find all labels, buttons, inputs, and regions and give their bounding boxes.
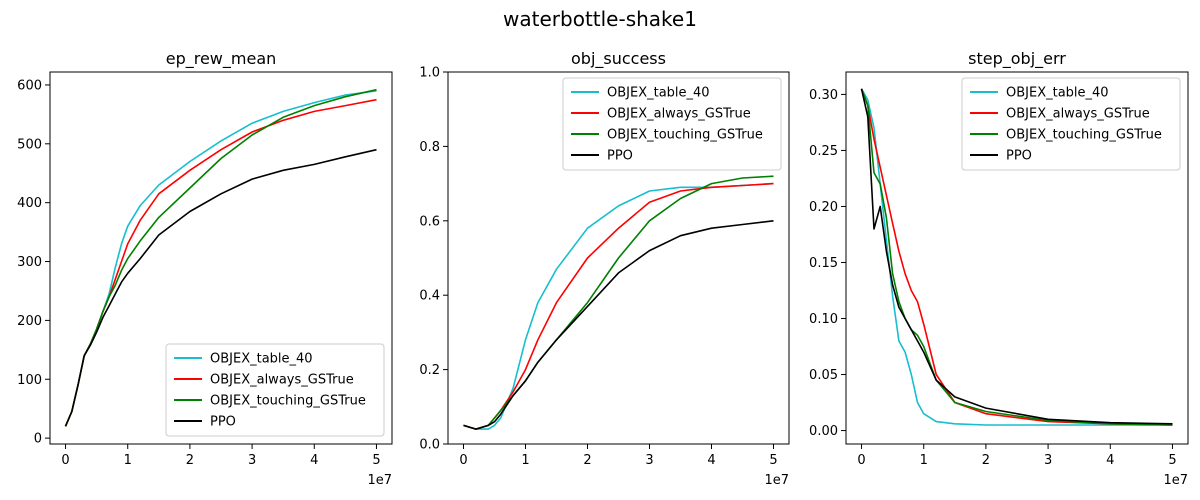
x-tick-label: 5 (1168, 453, 1176, 468)
x-tick-label: 0 (459, 453, 467, 468)
y-tick-label: 0 (34, 432, 42, 447)
x-tick-label: 5 (769, 453, 777, 468)
figure-title: waterbottle-shake1 (503, 7, 697, 31)
legend-label: OBJEX_touching_GSTrue (210, 394, 366, 409)
y-tick-label: 300 (17, 255, 42, 270)
x-offset-label: 1e7 (1163, 473, 1188, 488)
y-tick-label: 0.0 (419, 438, 440, 453)
series-line-PPO (463, 220, 774, 430)
legend: OBJEX_table_40 OBJEX_always_GSTrue OBJEX_t… (562, 77, 782, 171)
y-tick-label: 0.00 (809, 424, 838, 439)
x-tick-label: 3 (1044, 453, 1052, 468)
x-tick-label: 5 (372, 453, 380, 468)
legend-label: PPO (1006, 149, 1032, 164)
y-tick-label: 0.25 (809, 144, 838, 159)
chart-title: step_obj_err (968, 49, 1066, 69)
y-tick-label: 0.30 (809, 88, 838, 103)
series-line-OBJEX_always_GSTrue (860, 88, 1173, 426)
legend-label: OBJEX_always_GSTrue (1006, 107, 1150, 122)
series-line-PPO (64, 148, 377, 427)
x-tick-label: 4 (1106, 453, 1114, 468)
x-tick-label: 3 (248, 453, 256, 468)
x-tick-label: 2 (583, 453, 591, 468)
series-line-OBJEX_table_40 (463, 182, 774, 430)
series-line-OBJEX_touching_GSTrue (463, 175, 774, 430)
y-tick-label: 0.8 (419, 140, 440, 155)
chart-title: obj_success (571, 49, 666, 69)
legend-label: OBJEX_touching_GSTrue (607, 128, 763, 143)
y-tick-label: 0.2 (419, 363, 440, 378)
series-line-OBJEX_always_GSTrue (463, 182, 774, 430)
y-tick-label: 100 (17, 373, 42, 388)
legend: OBJEX_table_40 OBJEX_always_GSTrue OBJEX_t… (961, 77, 1181, 171)
plot-frame (49, 71, 393, 445)
legend-label: PPO (210, 415, 236, 430)
legend-box (961, 77, 1181, 171)
legend-label: OBJEX_always_GSTrue (607, 107, 751, 122)
y-tick-label: 1.0 (419, 66, 440, 81)
x-tick-label: 2 (982, 453, 990, 468)
chart-panel-obj_success: obj_success 0 1 2 3 4 5 1e7 0.0 0.2 0.4 0.6 0.8 1.0 OB… (419, 49, 790, 488)
legend: OBJEX_table_40 OBJEX_always_GSTrue OBJEX_t… (165, 343, 385, 437)
x-offset-label: 1e7 (367, 473, 392, 488)
x-tick-label: 3 (645, 453, 653, 468)
legend-label: OBJEX_always_GSTrue (210, 373, 354, 388)
y-tick-label: 200 (17, 314, 42, 329)
legend-label: OBJEX_table_40 (1006, 86, 1109, 101)
x-offset-label: 1e7 (764, 473, 789, 488)
x-tick-label: 2 (186, 453, 194, 468)
y-tick-label: 0.10 (809, 312, 838, 327)
y-tick-label: 0.6 (419, 214, 440, 229)
legend-label: PPO (607, 149, 633, 164)
y-tick-label: 0.20 (809, 200, 838, 215)
y-tick-label: 400 (17, 196, 42, 211)
legend-box (165, 343, 385, 437)
series-line-PPO (860, 88, 1173, 425)
x-tick-label: 1 (124, 453, 132, 468)
x-tick-label: 1 (920, 453, 928, 468)
chart-panel-ep_rew_mean: ep_rew_mean 0 1 2 3 4 5 1e7 0 100 200 300 400 500 600 O… (17, 49, 393, 488)
legend-box (562, 77, 782, 171)
x-tick-label: 4 (707, 453, 715, 468)
plot-frame (845, 71, 1189, 445)
x-tick-label: 0 (61, 453, 69, 468)
legend-label: OBJEX_table_40 (210, 352, 313, 367)
x-tick-label: 1 (521, 453, 529, 468)
y-tick-label: 0.4 (419, 289, 440, 304)
y-tick-label: 600 (17, 78, 42, 93)
y-tick-label: 0.15 (809, 256, 838, 271)
x-tick-label: 0 (857, 453, 865, 468)
series-line-OBJEX_table_40 (860, 88, 1173, 426)
legend-label: OBJEX_table_40 (607, 86, 710, 101)
y-tick-label: 500 (17, 137, 42, 152)
y-tick-label: 0.05 (809, 368, 838, 383)
x-tick-label: 4 (310, 453, 318, 468)
chart-panel-step_obj_err: step_obj_err 0 1 2 3 4 5 1e7 0.00 0.05 0.10 0.15 0.2… (809, 49, 1189, 488)
legend-label: OBJEX_touching_GSTrue (1006, 128, 1162, 143)
plot-frame (447, 71, 790, 445)
chart-title: ep_rew_mean (166, 49, 277, 69)
